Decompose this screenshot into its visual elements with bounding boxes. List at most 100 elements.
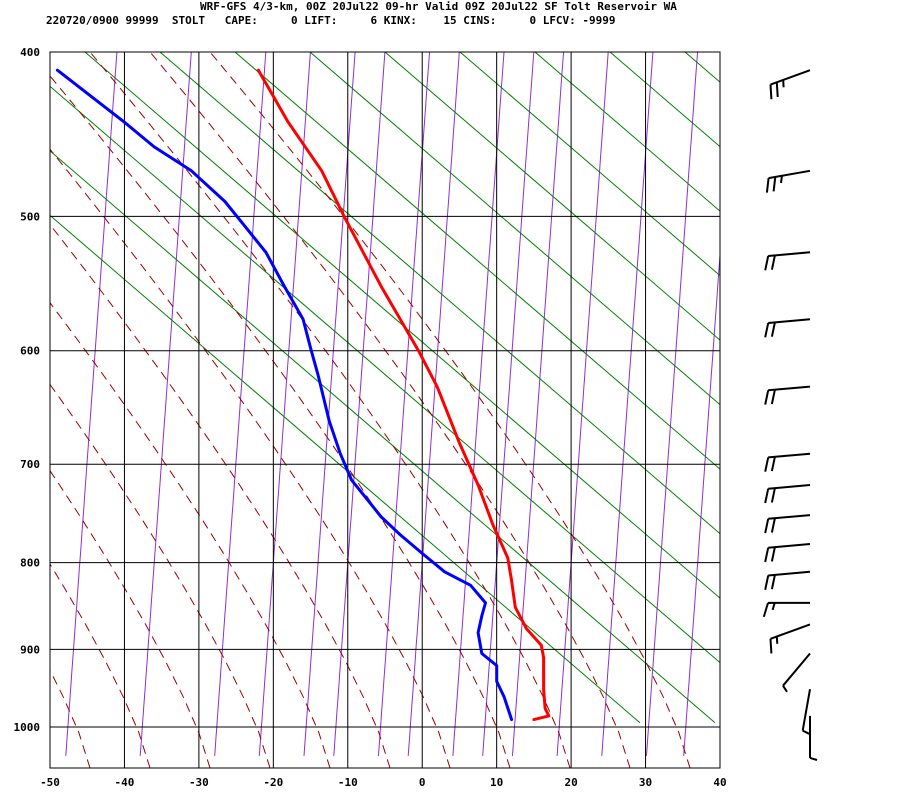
mixing-ratio-line [683, 248, 720, 756]
barb-staff [768, 318, 811, 324]
dry-adiabat [84, 52, 720, 599]
moist-adiabat [149, 52, 631, 768]
barb-flag [764, 518, 770, 534]
moist-adiabat [50, 223, 391, 768]
wind-barb [782, 652, 811, 693]
y-tick-label: 700 [20, 458, 40, 471]
background-lines [0, 52, 900, 768]
dry-adiabat [609, 52, 720, 148]
barb-flag [770, 574, 776, 590]
mixing-ratio-line [482, 52, 535, 756]
moist-adiabat [50, 75, 511, 768]
barb-half-flag [802, 729, 810, 735]
barb-staff [768, 452, 811, 459]
mixing-ratio-line [452, 52, 505, 756]
barb-staff [782, 652, 811, 687]
dry-adiabat [159, 52, 720, 535]
dry-adiabat [534, 52, 720, 212]
barb-flag [770, 456, 776, 472]
barb-flag [765, 177, 770, 193]
wind-barb [769, 623, 811, 654]
x-tick-label: 40 [713, 776, 726, 789]
moist-adiabat [50, 563, 151, 768]
wind-barb [764, 570, 811, 591]
mixing-ratio-line [601, 52, 654, 756]
wind-barb [764, 385, 811, 405]
barb-staff [768, 385, 811, 392]
barb-half-flag [771, 602, 776, 611]
mixing-ratio-line [214, 52, 267, 756]
moist-adiabat [50, 669, 91, 768]
mixing-ratio-line [645, 52, 699, 756]
mixing-ratio-line [258, 52, 311, 756]
barb-flag [769, 84, 773, 100]
y-tick-labels: 400 500 600 700 800 900 1000 [14, 46, 41, 734]
wind-barb [764, 452, 811, 472]
barb-staff [768, 484, 811, 490]
y-tick-label: 600 [20, 345, 40, 358]
wind-barb [765, 169, 811, 193]
barb-flag [764, 575, 770, 591]
barb-flag [769, 638, 773, 654]
barb-flag [770, 389, 776, 405]
wind-barb [764, 251, 811, 271]
series-layer [55, 68, 551, 722]
moist-adiabat [50, 148, 451, 768]
moist-adiabat [50, 383, 271, 768]
barb-flag [770, 322, 776, 337]
barb-staff [768, 251, 811, 257]
plot-frame [49, 51, 721, 769]
moist-adiabat [209, 52, 691, 768]
x-tick-label: -40 [115, 776, 135, 789]
x-tick-label: -30 [189, 776, 209, 789]
wind-barb [764, 484, 811, 504]
barb-staff [770, 69, 811, 86]
dry-adiabat [234, 52, 720, 470]
barb-flag [764, 547, 770, 563]
dry-adiabat [50, 85, 720, 664]
barb-flag [762, 602, 769, 618]
barb-flag [764, 390, 770, 405]
moist-adiabat [89, 52, 571, 768]
barb-half-flag [780, 175, 783, 184]
barb-flag [764, 488, 770, 504]
barb-flag [770, 487, 776, 503]
temperature-line [256, 68, 551, 722]
wind-barb [762, 601, 810, 618]
barb-flag [764, 457, 770, 472]
dry-adiabat [50, 214, 641, 724]
barb-staff [770, 623, 811, 640]
barb-flag [772, 176, 777, 192]
x-tick-label: 30 [639, 776, 652, 789]
x-tick-labels: -50 -40 -30 -20 -10 0 10 20 30 40 [40, 776, 727, 789]
y-tick-label: 500 [20, 210, 40, 223]
x-tick-label: 0 [419, 776, 426, 789]
wind-barb [801, 689, 811, 735]
barb-flag [770, 546, 776, 562]
y-tick-label: 400 [20, 46, 40, 59]
x-tick-label: -20 [263, 776, 283, 789]
wind-barb [764, 318, 811, 338]
x-tick-label: -10 [338, 776, 358, 789]
x-tick-label: 10 [490, 776, 503, 789]
dry-adiabat [50, 150, 716, 724]
chart-title: WRF-GFS 4/3-km, 00Z 20Jul22 09-hr Valid … [200, 0, 677, 13]
mixing-ratio-line [407, 52, 460, 756]
wind-barb [764, 543, 811, 563]
barb-half-flag [775, 636, 779, 644]
barb-flag [770, 255, 776, 270]
barb-staff [801, 689, 811, 731]
dry-adiabat [760, 52, 900, 723]
x-tick-label: 20 [564, 776, 577, 789]
mixing-ratio-line [556, 52, 609, 756]
mixing-ratio-line [377, 52, 431, 756]
moist-adiabat [0, 52, 30, 768]
dewpoint-line [55, 68, 514, 722]
dry-adiabat [459, 52, 720, 277]
wind-barb [809, 715, 818, 761]
x-tick-label: -50 [40, 776, 60, 789]
mixing-ratio-line [511, 52, 565, 756]
mixing-ratio-line [139, 52, 192, 756]
barb-half-flag [782, 685, 788, 693]
barb-flag [764, 322, 770, 338]
